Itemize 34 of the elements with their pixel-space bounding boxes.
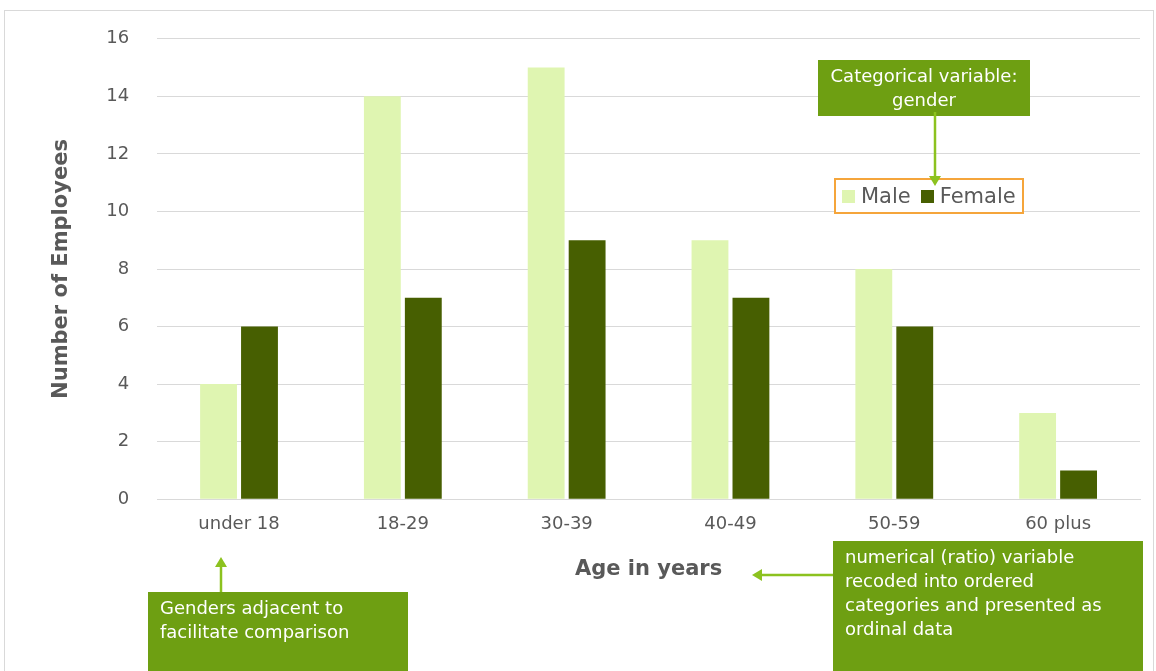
x-tick-label: 18-29 [376,511,429,533]
y-tick-label: 6 [117,314,130,336]
bar [241,326,278,499]
bar [732,297,770,499]
y-tick-label: 4 [117,371,130,393]
y-tick-label: 16 [106,26,130,48]
x-axis-title: Age in years [574,555,723,580]
text: numerical (ratio) variable recoded into ordered categories and presented as ordinal data [833,541,1143,671]
bar [1019,412,1057,499]
x-tick-label: 60 plus [1025,511,1092,533]
y-tick-label: 0 [117,486,130,508]
bar [691,240,729,499]
bar [363,96,401,499]
text: Genders adjacent to facilitate comparison [148,592,408,671]
legend-label: Male [860,184,911,208]
bar [855,269,893,499]
y-tick-label: 14 [106,84,130,106]
x-tick-label: under 18 [198,511,280,533]
legend-label: Female [938,184,1016,208]
y-tick-label: 12 [106,141,130,163]
bar [404,297,442,499]
x-tick-label: 30-39 [540,511,593,533]
x-tick-label: 50-59 [868,511,921,533]
bar [1060,470,1097,499]
x-tick-label: 40-49 [704,511,757,533]
bar [527,67,565,499]
bar [568,240,606,499]
y-tick-label: 10 [106,199,130,221]
bar [896,326,934,499]
y-axis-title: Number of Employees [48,139,73,399]
annotation: Categorical variable: gender [818,60,1030,116]
y-tick-label: 2 [117,429,130,451]
bar [200,384,237,499]
y-tick-label: 8 [117,256,130,278]
